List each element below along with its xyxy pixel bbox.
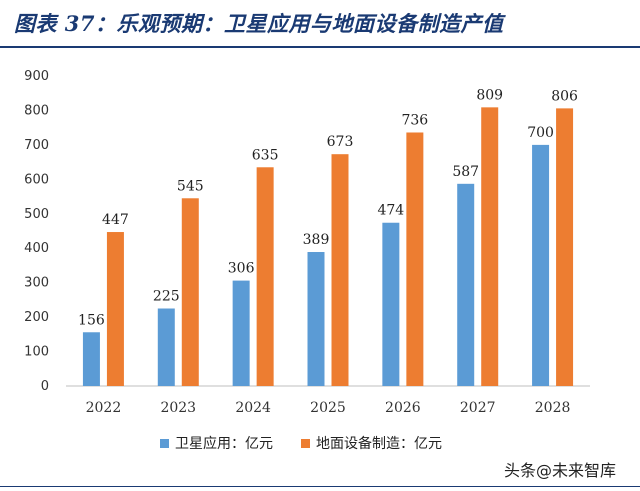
- bar-series-1: [157, 308, 175, 386]
- bar-series-1: [82, 332, 100, 386]
- y-tick-label: 600: [24, 172, 49, 187]
- y-tick-label: 0: [41, 379, 49, 394]
- bar-series-2: [256, 167, 274, 386]
- legend-swatch-series-2: [301, 438, 310, 448]
- x-tick-label: 2028: [535, 400, 571, 416]
- y-tick-label: 300: [24, 276, 49, 291]
- data-label-series-2: 545: [177, 178, 204, 194]
- legend-item-series-1: 卫星应用：亿元: [160, 433, 273, 453]
- bar-series-2: [556, 108, 574, 386]
- data-label-series-2: 736: [401, 112, 428, 128]
- bar-series-2: [406, 132, 424, 386]
- bar-series-1: [307, 252, 325, 386]
- bar-series-1: [232, 280, 250, 386]
- data-label-series-1: 306: [228, 261, 255, 277]
- x-tick-label: 2023: [160, 400, 196, 416]
- watermark: 头条@未来智库: [503, 461, 616, 480]
- y-tick-label: 200: [24, 310, 49, 325]
- bar-chart: 0 100 200 300 400 500 600 700 800 900 156 447 2022 22…: [24, 69, 590, 416]
- chart-legend: 卫星应用：亿元 地面设备制造：亿元: [160, 433, 470, 453]
- bar-series-1: [457, 183, 475, 386]
- x-tick-label: 2024: [235, 400, 271, 416]
- data-label-series-2: 806: [551, 88, 578, 104]
- x-tick-label: 2027: [460, 400, 496, 416]
- bar-series-2: [106, 232, 124, 386]
- bar-series-2: [481, 107, 499, 386]
- x-tick-label: 2026: [385, 400, 421, 416]
- bar-series-2: [181, 198, 199, 386]
- data-label-series-2: 673: [327, 134, 354, 150]
- legend-item-series-2: 地面设备制造：亿元: [301, 433, 442, 453]
- data-label-series-1: 389: [303, 232, 330, 248]
- legend-swatch-series-1: [160, 438, 169, 448]
- data-label-series-2: 447: [102, 212, 129, 228]
- y-tick-label: 100: [24, 345, 49, 360]
- footer-rule: [0, 486, 640, 487]
- legend-label-series-2: 地面设备制造：亿元: [316, 436, 442, 452]
- title-rule: [0, 46, 640, 48]
- data-label-series-2: 809: [476, 87, 503, 103]
- y-tick-label: 900: [24, 69, 49, 84]
- x-tick-label: 2025: [310, 400, 346, 416]
- bar-series-1: [382, 222, 400, 386]
- chart-title: 图表 37：乐观预期：卫星应用与地面设备制造产值: [14, 11, 504, 36]
- bar-series-1: [532, 144, 550, 386]
- data-label-series-1: 225: [153, 289, 180, 305]
- data-label-series-1: 474: [377, 203, 404, 219]
- data-label-series-1: 156: [78, 312, 105, 328]
- y-tick-label: 400: [24, 241, 49, 256]
- y-tick-label: 500: [24, 207, 49, 222]
- bar-series-2: [331, 154, 349, 386]
- legend-label-series-1: 卫星应用：亿元: [175, 436, 273, 452]
- data-label-series-2: 635: [252, 147, 279, 163]
- data-label-series-1: 700: [527, 125, 554, 141]
- y-tick-label: 700: [24, 138, 49, 153]
- data-label-series-1: 587: [452, 164, 479, 180]
- y-tick-label: 800: [24, 103, 49, 118]
- x-tick-label: 2022: [86, 400, 122, 416]
